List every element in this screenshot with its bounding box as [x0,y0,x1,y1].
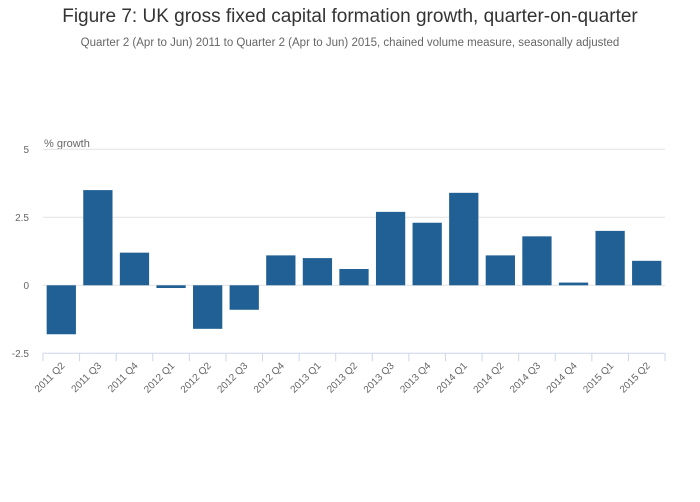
x-tick-label: 2014 Q2 [472,360,507,395]
y-tick-label: 0 [23,281,29,292]
bar [485,255,515,286]
x-tick-label: 2014 Q3 [508,360,543,395]
x-tick-label: 2013 Q3 [362,360,397,395]
x-tick-label: 2013 Q2 [325,360,360,395]
y-tick-label: 5 [23,145,29,156]
bar [375,211,406,286]
bar [558,282,589,286]
x-tick-label: 2011 Q2 [33,360,68,395]
x-tick-label: 2013 Q4 [398,360,433,395]
bar [119,252,150,286]
x-tick-label: 2015 Q1 [581,360,616,395]
x-tick-label: 2014 Q4 [545,360,580,395]
x-tick-label: 2014 Q1 [435,360,470,395]
bar [266,255,296,286]
y-tick-label: -2.5 [12,349,30,360]
x-tick-label: 2015 Q2 [618,360,653,395]
x-tick-label: 2011 Q4 [106,360,141,395]
bar [156,285,186,289]
bar [339,268,369,286]
bar [83,190,113,286]
y-axis-label: % growth [44,138,90,150]
bar [449,192,479,286]
bar [46,285,76,335]
chart-subtitle: Quarter 2 (Apr to Jun) 2011 to Quarter 2… [80,37,620,49]
x-tick-label: 2012 Q3 [215,360,250,395]
bar [595,230,625,286]
x-tick-label: 2012 Q4 [252,360,287,395]
bar [302,258,333,286]
bar [632,260,662,286]
bar [522,236,552,286]
x-tick-label: 2012 Q1 [142,360,177,395]
chart-title: Figure 7: UK gross fixed capital formati… [62,6,638,27]
y-tick-label: 2.5 [15,213,29,224]
x-tick-label: 2011 Q3 [70,360,105,395]
bar [412,222,442,286]
bar [193,285,223,329]
bar [229,285,259,310]
x-tick-label: 2012 Q2 [179,360,214,395]
x-tick-label: 2013 Q1 [289,360,324,395]
